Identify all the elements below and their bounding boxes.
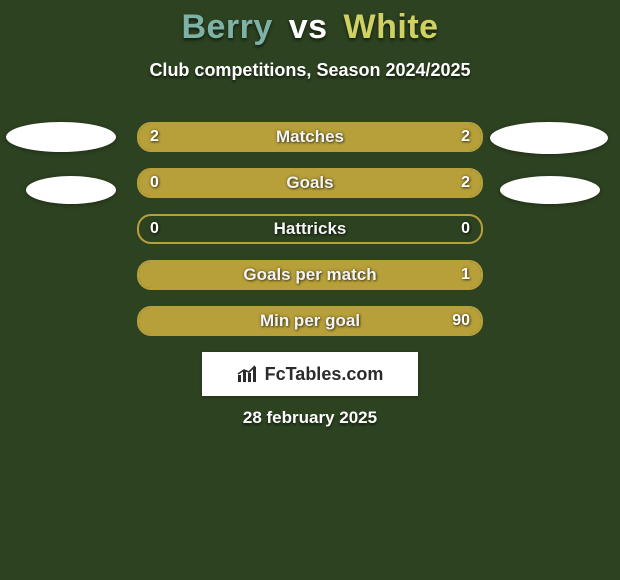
title-player2: White xyxy=(344,8,439,46)
subtitle: Club competitions, Season 2024/2025 xyxy=(0,60,620,81)
logo-placeholder xyxy=(500,176,600,204)
stat-label: Matches xyxy=(137,122,483,152)
source-badge-text: FcTables.com xyxy=(265,364,384,385)
stat-label: Goals per match xyxy=(137,260,483,290)
logo-placeholder xyxy=(26,176,116,204)
logo-placeholder xyxy=(490,122,608,154)
logo-placeholder xyxy=(6,122,116,152)
stat-label: Min per goal xyxy=(137,306,483,336)
source-badge: FcTables.com xyxy=(202,352,418,396)
stat-label: Hattricks xyxy=(137,214,483,244)
stat-row: 00Hattricks xyxy=(0,214,620,246)
date-label: 28 february 2025 xyxy=(0,408,620,428)
stat-row: 1Goals per match xyxy=(0,260,620,292)
stat-rows: 22Matches02Goals00Hattricks1Goals per ma… xyxy=(0,122,620,352)
stat-row: 90Min per goal xyxy=(0,306,620,338)
stat-label: Goals xyxy=(137,168,483,198)
bar-chart-icon xyxy=(237,365,259,383)
page-title: Berry vs White xyxy=(0,8,620,47)
title-vs: vs xyxy=(289,8,328,46)
title-player1: Berry xyxy=(181,8,272,46)
